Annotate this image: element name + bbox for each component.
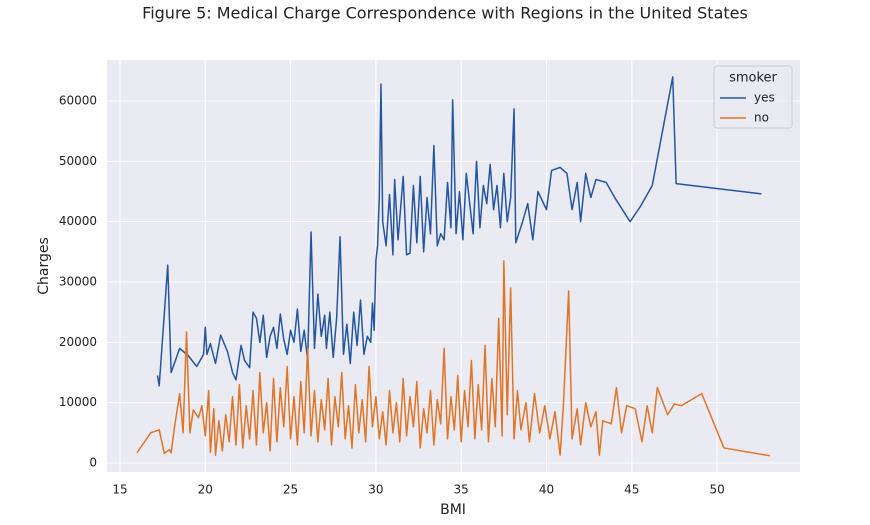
y-tick-label: 0 (89, 456, 97, 470)
x-tick-label: 40 (539, 483, 554, 497)
x-axis-label: BMI (440, 502, 466, 518)
y-tick-label: 40000 (59, 214, 97, 228)
legend-label: no (754, 111, 769, 125)
y-tick-label: 50000 (59, 154, 97, 168)
x-tick-label: 35 (454, 483, 469, 497)
legend: smoker yes no (713, 65, 793, 129)
y-axis-label: Charges (36, 237, 52, 295)
series-line (136, 260, 771, 457)
x-tick-label: 45 (624, 483, 639, 497)
x-tick-label: 15 (112, 483, 127, 497)
x-tick-label: 20 (198, 483, 213, 497)
y-tick-label: 10000 (59, 395, 97, 409)
legend-label: yes (754, 91, 775, 105)
legend-title: smoker (729, 71, 777, 86)
chart-title: Figure 5: Medical Charge Correspondence … (142, 4, 748, 23)
y-tick-label: 60000 (59, 94, 97, 108)
y-tick-label: 30000 (59, 275, 97, 289)
series-line (156, 76, 762, 387)
legend-box (713, 65, 793, 129)
x-tick-label: 30 (368, 483, 383, 497)
x-tick-label: 25 (283, 483, 298, 497)
x-tick-label: 50 (709, 483, 724, 497)
y-tick-label: 20000 (59, 335, 97, 349)
